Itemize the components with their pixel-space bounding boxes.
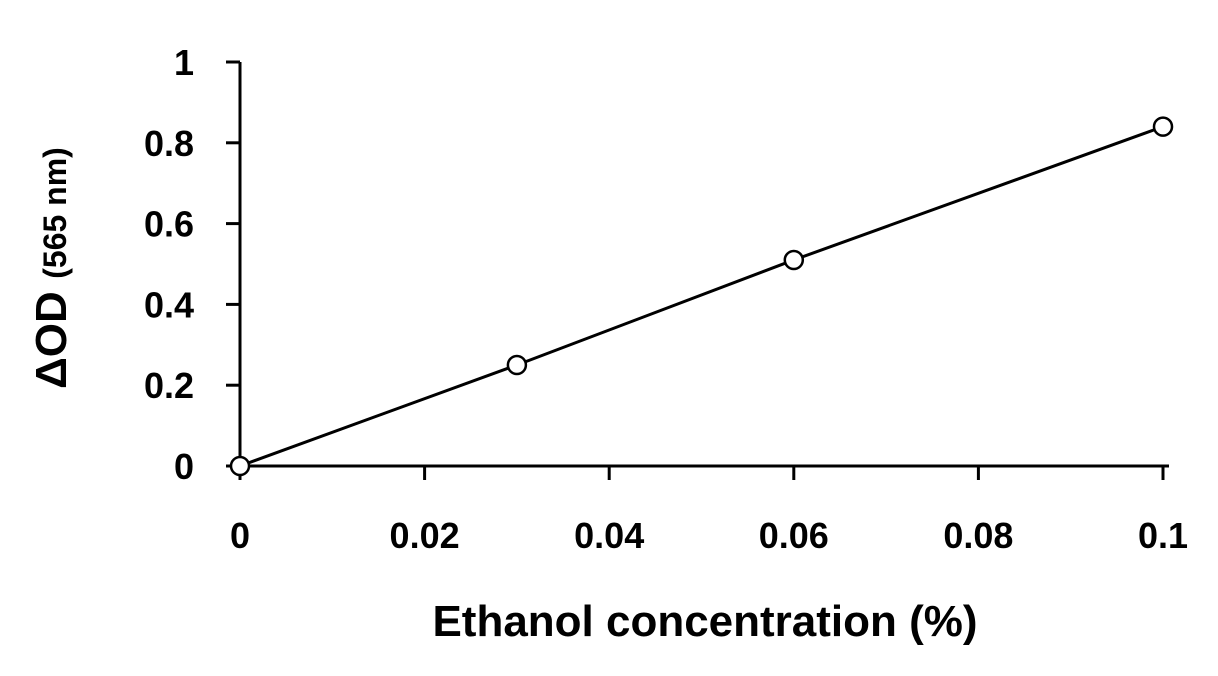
x-tick-label: 0.02 <box>390 515 460 556</box>
y-axis-title: ΔOD (565 nm) <box>27 147 76 389</box>
x-tick-label: 0.04 <box>574 515 644 556</box>
y-tick-label: 0 <box>174 446 194 487</box>
y-axis-title-main: ΔOD <box>27 291 76 389</box>
x-tick-label: 0.08 <box>943 515 1013 556</box>
y-tick-label: 0.6 <box>144 204 194 245</box>
x-axis-title: Ethanol concentration (%) <box>432 597 977 646</box>
axes <box>238 62 1169 468</box>
y-ticks: 0 0.2 0.4 0.6 0.8 1 <box>144 42 240 487</box>
data-point <box>229 455 251 477</box>
series-layer <box>229 116 1174 477</box>
y-tick-label: 0.2 <box>144 365 194 406</box>
x-tick-label: 0.1 <box>1138 515 1188 556</box>
series-line <box>239 125 1164 468</box>
y-tick-label: 0.4 <box>144 284 194 325</box>
data-point <box>506 354 528 376</box>
y-tick-label: 0.8 <box>144 123 194 164</box>
x-tick-label: 0 <box>230 515 250 556</box>
y-axis-title-unit: (565 nm) <box>37 147 73 279</box>
x-ticks: 0 0.02 0.04 0.06 0.08 0.1 <box>230 466 1188 556</box>
x-tick-label: 0.06 <box>759 515 829 556</box>
y-tick-label: 1 <box>174 42 194 83</box>
data-point <box>783 249 805 271</box>
data-point <box>1152 116 1174 137</box>
